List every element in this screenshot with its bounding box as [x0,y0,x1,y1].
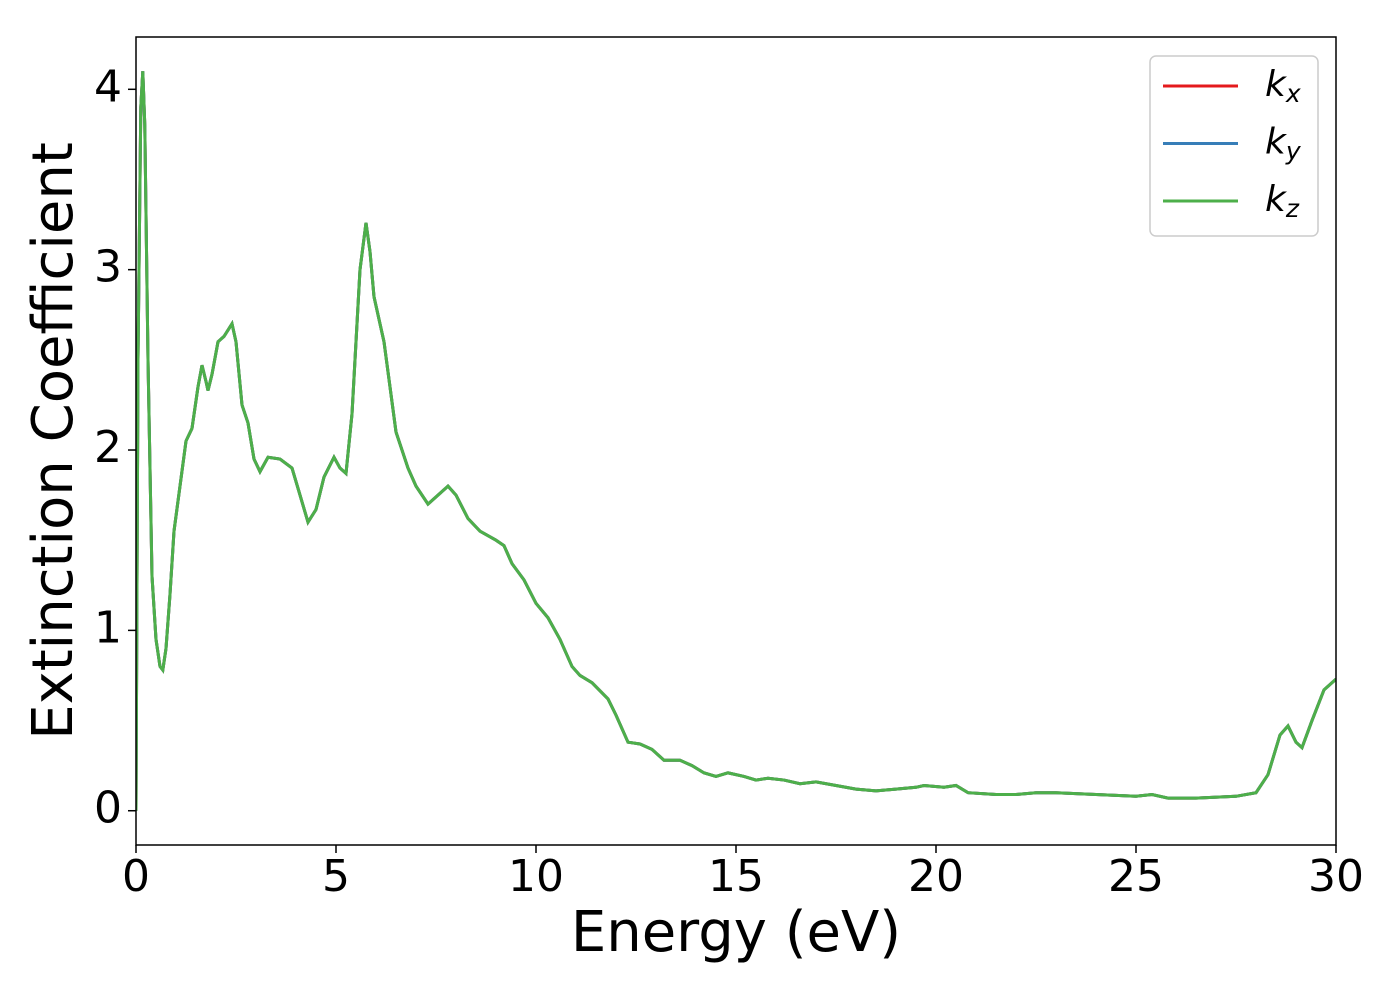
legend-label: kx [1265,64,1301,108]
legend-label: ky [1265,122,1302,166]
y-tick-label: 0 [94,783,122,834]
y-tick-label: 1 [94,602,122,653]
x-tick-label: 0 [122,851,150,902]
x-tick-label: 15 [708,851,764,902]
x-tick-label: 5 [322,851,350,902]
plot-frame [135,36,1337,846]
y-tick-label: 3 [94,242,122,293]
legend-box [1149,55,1319,237]
x-tick-label: 25 [1108,851,1164,902]
x-tick-label: 20 [908,851,964,902]
series-line [136,71,1336,811]
y-tick-label: 2 [94,422,122,473]
legend-label: kz [1265,179,1300,223]
y-axis-label: Extinction Coefficient [21,142,86,740]
x-tick-label: 10 [508,851,564,902]
y-tick-label: 4 [94,61,122,112]
x-tick-label: 30 [1308,851,1364,902]
x-axis-label: Energy (eV) [571,900,901,965]
